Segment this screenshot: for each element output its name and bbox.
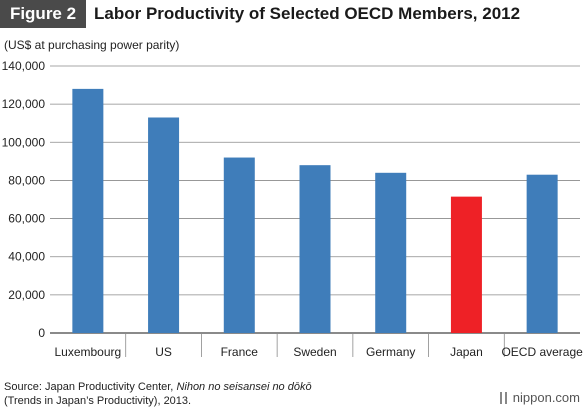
x-tick-label: Luxembourg — [54, 345, 121, 359]
bar-us — [148, 117, 180, 333]
bar-luxembourg — [72, 88, 104, 333]
x-tick-label: Sweden — [293, 345, 336, 359]
nippon-logo-icon — [499, 391, 509, 404]
y-tick-label: 100,000 — [2, 135, 46, 149]
bar-chart: 0 20,000 40,000 60,000 80,000 100,000 120,000 1… — [2, 59, 584, 359]
x-tick-label: Japan — [450, 345, 483, 359]
x-tick-label: Germany — [366, 345, 415, 359]
bar-germany — [375, 172, 407, 333]
unit-note: (US$ at purchasing power parity) — [4, 38, 180, 52]
source-prefix: Source: Japan Productivity Center, — [4, 381, 177, 393]
x-tick-label: France — [221, 345, 259, 359]
x-tick-label: US — [155, 345, 172, 359]
source-note: Source: Japan Productivity Center, Nihon… — [4, 380, 312, 408]
y-tick-label: 60,000 — [8, 212, 45, 226]
bar-sweden — [299, 165, 331, 333]
chart-title: Labor Productivity of Selected OECD Memb… — [94, 4, 521, 23]
header: Figure 2 Labor Productivity of Selected … — [0, 0, 584, 28]
y-tick-label: 140,000 — [2, 59, 46, 73]
y-tick-label: 20,000 — [8, 288, 45, 302]
nippon-logo: nippon.com — [499, 390, 580, 405]
bar-japan — [450, 196, 482, 333]
y-tick-label: 0 — [38, 326, 45, 340]
y-tick-label: 40,000 — [8, 250, 45, 264]
y-tick-label: 80,000 — [8, 173, 45, 187]
source-title-italic: Nihon no seisansei no dōkō — [176, 381, 312, 393]
x-tick-label: OECD average — [501, 345, 583, 359]
y-tick-label: 120,000 — [2, 97, 46, 111]
bar-oecd-average — [526, 174, 558, 333]
figure-label: Figure 2 — [0, 0, 86, 28]
bar-france — [223, 157, 255, 333]
source-translation: (Trends in Japan’s Productivity), 2013. — [4, 395, 192, 407]
logo-text: nippon.com — [512, 390, 580, 405]
